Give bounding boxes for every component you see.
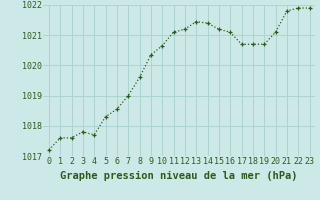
X-axis label: Graphe pression niveau de la mer (hPa): Graphe pression niveau de la mer (hPa): [60, 171, 298, 181]
